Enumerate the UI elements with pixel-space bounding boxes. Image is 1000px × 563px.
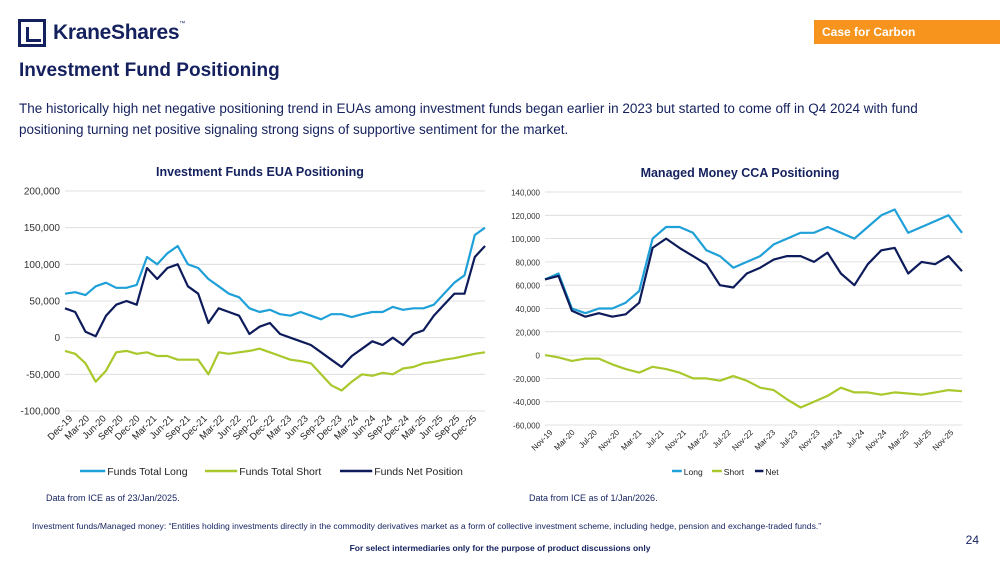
x-tick-label: Mar-24 (820, 428, 845, 453)
y-tick-label: -20,000 (513, 375, 541, 384)
kraneshares-logo: KraneShares™ (18, 18, 185, 48)
x-tick-label: Nov-22 (730, 428, 755, 453)
y-tick-label: -100,000 (21, 407, 61, 418)
page-number: 24 (965, 533, 979, 547)
y-tick-label: 40,000 (516, 305, 541, 314)
x-tick-label: Nov-20 (597, 428, 622, 453)
legend-label: Funds Total Long (107, 466, 188, 478)
y-tick-label: 100,000 (24, 260, 61, 271)
legend-label: Funds Net Position (374, 466, 463, 478)
series-line-short (544, 354, 963, 409)
series-line-funds-total-long (64, 226, 486, 321)
y-tick-label: 80,000 (516, 258, 541, 267)
y-tick-label: 0 (536, 352, 541, 361)
y-tick-label: 0 (54, 333, 60, 344)
x-tick-label: Nov-24 (864, 428, 889, 453)
x-tick-label: Nov-21 (663, 428, 688, 453)
y-tick-label: 150,000 (24, 223, 61, 234)
kraneshares-logo-mark (18, 19, 46, 47)
y-tick-label: -50,000 (26, 370, 60, 381)
y-tick-label: 140,000 (511, 189, 540, 198)
series-line-funds-total-short (64, 347, 486, 392)
disclaimer: For select intermediaries only for the p… (349, 543, 651, 553)
legend-label: Long (684, 467, 703, 477)
y-tick-label: 20,000 (516, 328, 541, 337)
lead-paragraph: The historically high net negative posit… (19, 101, 918, 137)
x-tick-label: Nov-23 (797, 428, 822, 453)
x-tick-label: Nov-25 (931, 428, 956, 453)
y-tick-label: -40,000 (513, 398, 541, 407)
brand-name: KraneShares™ (53, 21, 185, 44)
eua-positioning-chart: Investment Funds EUA Positioning 200,000 1… (20, 160, 490, 490)
cca-positioning-chart: Managed Money CCA Positioning 140,000 120,… (500, 160, 970, 490)
chart-title: Investment Funds EUA Positioning (156, 165, 364, 179)
cca-positioning-svg: Managed Money CCA Positioning 140,000 120,… (511, 166, 963, 477)
y-tick-label: 50,000 (29, 297, 60, 308)
legend-label: Funds Total Short (239, 466, 321, 478)
x-tick-label: Mar-20 (552, 428, 577, 453)
x-tick-label: Mar-22 (686, 428, 711, 453)
series-line-net (544, 237, 963, 318)
page-title: Investment Fund Positioning (19, 60, 280, 81)
series-line-long (544, 208, 963, 315)
y-tick-label: 200,000 (24, 187, 61, 198)
x-tick-label: Nov-19 (530, 428, 555, 453)
x-tick-label: Mar-25 (887, 428, 912, 453)
y-tick-label: 60,000 (516, 282, 541, 291)
section-tag: Case for Carbon (814, 20, 1000, 44)
y-tick-label: 100,000 (511, 235, 540, 244)
trademark: ™ (179, 21, 185, 27)
definition-footnote: Investment funds/Managed money: “Entitie… (32, 521, 822, 531)
series-line-funds-net-position (64, 245, 486, 369)
legend-label: Short (724, 467, 745, 477)
source-note-left: Data from ICE as of 23/Jan/2025. (46, 493, 180, 503)
y-tick-label: 120,000 (511, 212, 540, 221)
source-note-right: Data from ICE as of 1/Jan/2026. (529, 493, 658, 503)
legend-label: Net (765, 467, 779, 477)
chart-title: Managed Money CCA Positioning (641, 166, 840, 180)
y-tick-label: -60,000 (513, 422, 541, 431)
x-tick-label: Mar-23 (753, 428, 778, 453)
x-tick-label: Mar-21 (619, 428, 644, 453)
eua-positioning-svg: Investment Funds EUA Positioning 200,000 1… (21, 165, 486, 478)
